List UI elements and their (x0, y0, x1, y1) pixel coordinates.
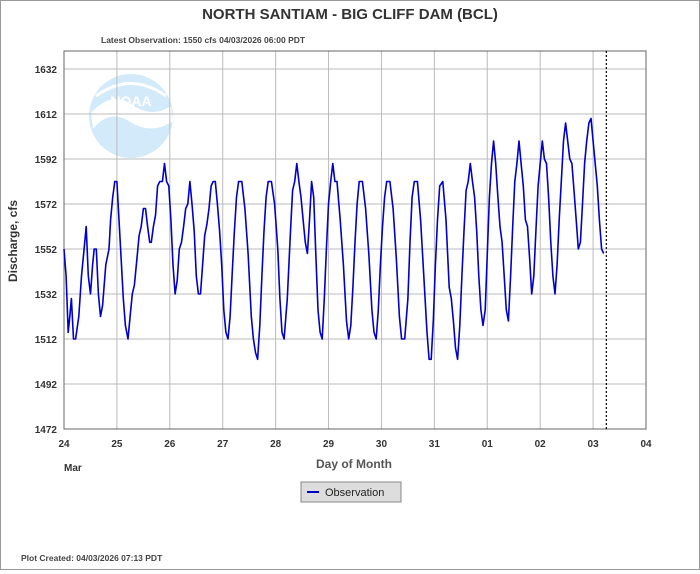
legend-box (300, 481, 402, 503)
y-axis-tick-labels: 1472 1492 1512 1532 1552 1572 1592 1612 1632 (35, 65, 58, 436)
x-tick-label: 02 (535, 439, 547, 450)
y-tick-label: 1632 (35, 65, 58, 76)
x-tick-label: 03 (588, 439, 600, 450)
y-tick-label: 1612 (35, 110, 58, 121)
observation-series-line (63, 117, 605, 361)
x-tick-label: 04 (640, 439, 652, 450)
plot-area (63, 50, 647, 430)
x-axis-tick-labels: 24 25 26 27 28 29 30 31 01 02 03 04 (58, 439, 652, 450)
x-tick-label: 30 (376, 439, 388, 450)
x-tick-label: 27 (217, 439, 229, 450)
x-tick-label: 26 (164, 439, 176, 450)
x-tick-label: 01 (482, 439, 494, 450)
chart-title: NORTH SANTIAM - BIG CLIFF DAM (BCL) (202, 6, 498, 23)
legend: Observation (300, 481, 402, 503)
y-tick-label: 1572 (35, 200, 58, 211)
x-tick-label: 29 (323, 439, 335, 450)
y-tick-label: 1532 (35, 290, 58, 301)
legend-label-observation: Observation (325, 487, 384, 499)
y-tick-label: 1492 (35, 380, 58, 391)
plot-created-label: Plot Created: 04/03/2026 07:13 PDT (21, 553, 163, 563)
noaa-logo-text: NOAA (110, 93, 151, 109)
y-axis-label: Discharge, cfs (6, 200, 20, 282)
x-tick-label: 28 (270, 439, 282, 450)
y-tick-label: 1472 (35, 425, 58, 436)
x-axis-label: Day of Month (316, 457, 392, 471)
y-tick-label: 1512 (35, 335, 58, 346)
x-axis-month-label: Mar (64, 463, 82, 474)
x-tick-label: 31 (429, 439, 441, 450)
x-tick-label: 24 (58, 439, 70, 450)
x-tick-label: 25 (111, 439, 123, 450)
y-tick-label: 1592 (35, 155, 58, 166)
noaa-logo-icon: NOAA (89, 74, 173, 158)
y-tick-label: 1552 (35, 245, 58, 256)
latest-observation-label: Latest Observation: 1550 cfs 04/03/2026 … (101, 35, 306, 45)
